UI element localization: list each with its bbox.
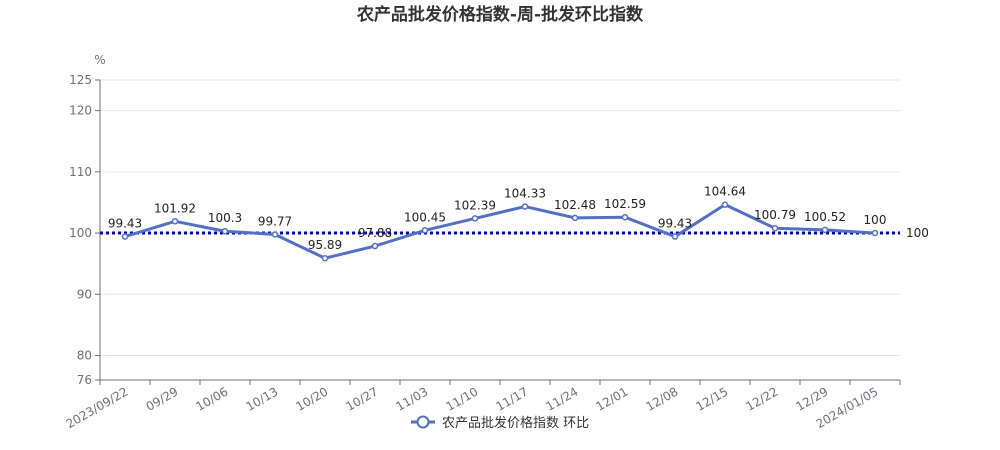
data-label: 100.52 <box>804 210 846 224</box>
x-tick-label: 10/13 <box>244 384 281 413</box>
y-tick-label: 76 <box>77 373 92 387</box>
x-tick-label: 12/08 <box>644 384 681 413</box>
data-label: 102.59 <box>604 197 646 211</box>
x-tick-label: 12/01 <box>594 384 631 413</box>
x-tick-label: 10/06 <box>194 384 231 413</box>
x-tick-label: 11/24 <box>544 384 581 413</box>
chart-title: 农产品批发价格指数-周-批发环比指数 <box>356 4 644 25</box>
data-point <box>671 233 679 240</box>
data-label: 102.48 <box>554 198 596 212</box>
y-tick-label: 100 <box>69 226 92 240</box>
data-point <box>371 242 379 250</box>
data-point <box>871 229 879 237</box>
y-tick-label: 80 <box>77 349 92 363</box>
data-point <box>521 203 529 210</box>
data-point <box>271 231 279 238</box>
data-point <box>171 218 179 225</box>
data-point <box>771 224 779 232</box>
x-tick-label: 11/17 <box>494 384 531 413</box>
reference-line-label: 100 <box>906 226 929 240</box>
data-point <box>471 215 479 222</box>
data-label: 97.88 <box>358 226 392 240</box>
y-axis-unit-label: % <box>94 53 105 67</box>
data-label: 99.43 <box>108 217 142 231</box>
data-point <box>421 227 429 234</box>
y-tick-label: 110 <box>69 165 92 179</box>
data-point <box>721 201 729 208</box>
data-point <box>821 226 829 234</box>
x-tick-label: 10/27 <box>344 384 381 413</box>
data-label: 102.39 <box>454 198 496 212</box>
data-label: 100.3 <box>208 211 242 225</box>
y-tick-label: 125 <box>69 73 92 87</box>
legend-item-label: 农产品批发价格指数 环比 <box>442 415 589 431</box>
x-tick-label: 2023/09/22 <box>64 384 131 431</box>
data-point <box>321 254 329 262</box>
series-group <box>121 201 879 262</box>
data-label: 104.64 <box>704 185 746 199</box>
data-point <box>621 213 629 221</box>
data-label: 99.43 <box>658 217 692 231</box>
legend-marker-icon <box>416 415 430 429</box>
x-tick-label: 10/20 <box>294 384 331 413</box>
data-point <box>221 227 229 235</box>
series-line <box>124 203 876 260</box>
data-labels-group: 99.43 101.92 100.3 99.77 95.89 97.88 100.45 102… <box>108 185 887 253</box>
legend[interactable]: 农产品批发价格指数 环比 <box>411 415 589 431</box>
data-label: 99.77 <box>258 214 292 228</box>
x-tick-label: 12/22 <box>744 384 781 413</box>
y-tick-label: 90 <box>77 287 92 301</box>
axes: 76 80 90 100 110 120 125 2023/09/22 09/29 10/06 10… <box>64 73 901 431</box>
data-label: 100 <box>864 213 887 227</box>
y-tick-label: 120 <box>69 104 92 118</box>
x-tick-label: 12/15 <box>694 384 731 413</box>
data-label: 100.79 <box>754 208 796 222</box>
x-tick-label: 09/29 <box>144 384 181 413</box>
data-label: 100.45 <box>404 210 446 224</box>
data-point <box>571 214 579 222</box>
data-label: 104.33 <box>504 187 546 201</box>
data-point <box>121 233 129 240</box>
x-tick-label: 11/10 <box>444 384 481 413</box>
x-tick-label: 12/29 <box>794 384 831 413</box>
x-tick-label: 11/03 <box>394 384 431 413</box>
data-label: 101.92 <box>154 201 196 215</box>
data-label: 95.89 <box>308 238 342 252</box>
